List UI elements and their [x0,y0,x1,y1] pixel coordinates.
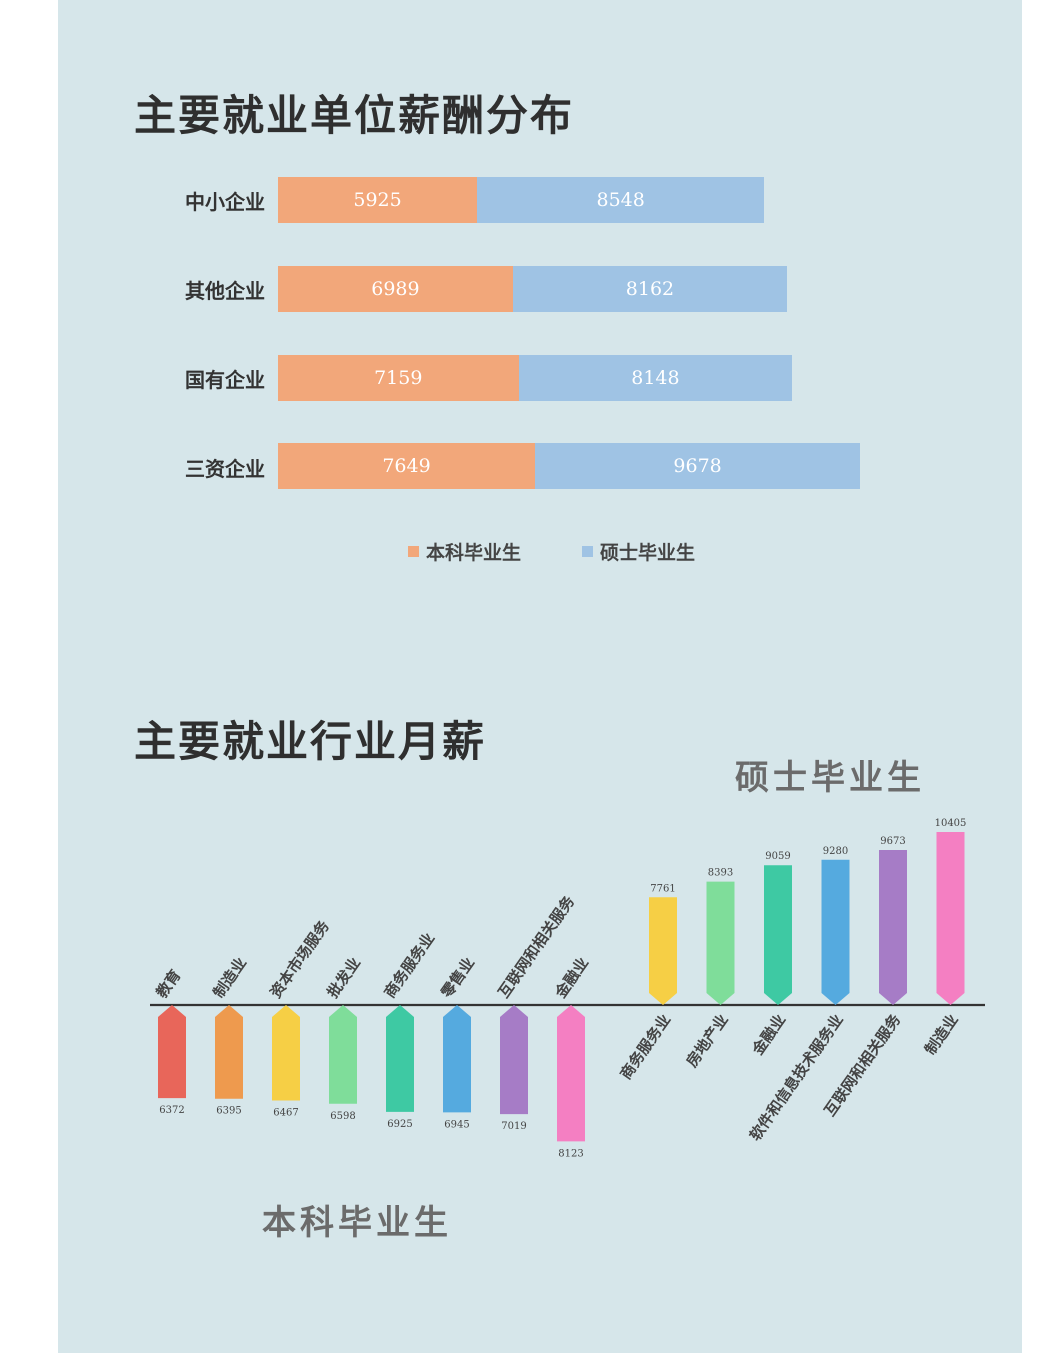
bachelor-bar [215,1005,243,1099]
bachelor-category-label: 商务服务业 [381,930,439,1002]
master-value-label: 9280 [823,846,848,857]
bachelor-bar [329,1005,357,1104]
bar-segment-bachelor: 7159 [278,355,519,401]
bachelor-category-label: 零售业 [437,954,478,1002]
master-category-label: 房地产业 [683,1011,732,1070]
master-bar [936,831,965,1005]
bachelor-value-label: 6372 [159,1105,184,1116]
value-label: 5925 [353,189,402,211]
bachelor-value-label: 6598 [330,1111,355,1122]
value-label: 7159 [374,367,423,389]
master-value-label: 9673 [880,836,905,847]
legend-item-bachelor: 本科毕业生 [408,538,521,565]
bachelor-group-label: 本科毕业生 [262,1203,452,1243]
bachelor-category-label: 批发业 [324,954,365,1001]
master-bar [706,881,735,1005]
bachelor-value-label: 6945 [444,1119,469,1130]
value-label: 9678 [673,455,722,477]
bachelor-bar [386,1005,414,1112]
category-label: 国有企业 [185,368,265,392]
master-category-label: 金融业 [748,1011,789,1059]
bachelor-value-label: 6925 [387,1119,412,1130]
bachelor-category-label: 金融业 [551,954,592,1002]
legend-label: 本科毕业生 [426,542,522,564]
legend-swatch [408,546,419,557]
bachelor-category-label: 制造业 [210,954,251,1001]
background-panel [58,0,1022,1353]
master-bar [821,859,850,1005]
value-label: 8162 [625,278,675,300]
bar-segment-bachelor: 6989 [278,266,513,312]
bachelor-value-label: 8123 [558,1148,583,1159]
value-label: 7649 [382,455,431,477]
category-label: 中小企业 [185,190,265,214]
master-category-label: 商务服务业 [617,1011,675,1083]
category-label: 三资企业 [185,457,265,481]
value-label: 8548 [596,189,645,211]
bachelor-category-label: 教育 [152,966,185,1002]
bachelor-bar [443,1005,471,1113]
bar-segment-bachelor: 7649 [278,443,535,489]
legend-item-master: 硕士毕业生 [582,538,695,565]
master-value-label: 9059 [765,851,790,862]
bar-segment-master: 8162 [512,266,788,312]
bar-segment-master: 8548 [477,177,765,223]
master-category-label: 制造业 [921,1011,962,1058]
master-bar [879,850,907,1005]
industry-salary-title: 主要就业行业月薪 [134,717,487,766]
bachelor-bar [557,1005,585,1142]
bachelor-bar [158,1005,186,1099]
bar-segment-master: 8148 [518,355,793,401]
master-group-label: 硕士毕业生 [735,758,925,798]
bar-segment-bachelor: 5925 [278,177,478,223]
master-value-label: 10405 [935,818,967,829]
bachelor-bar [500,1005,528,1115]
master-bar [764,865,792,1005]
value-label: 8148 [631,367,680,389]
value-label: 6989 [371,278,420,300]
legend-label: 硕士毕业生 [600,542,696,564]
bachelor-category-label: 资本市场服务 [267,916,334,1001]
bachelor-value-label: 6467 [273,1108,298,1119]
master-bar [649,897,677,1005]
bachelor-value-label: 6395 [216,1106,241,1117]
category-label: 其他企业 [185,279,265,303]
master-value-label: 7761 [650,883,675,894]
master-value-label: 8393 [708,868,733,879]
bar-segment-master: 9678 [535,443,861,489]
bachelor-bar [272,1005,300,1101]
legend-swatch [582,546,593,557]
company-salary-title: 主要就业单位薪酬分布 [134,91,575,140]
bachelor-value-label: 7019 [501,1121,526,1132]
